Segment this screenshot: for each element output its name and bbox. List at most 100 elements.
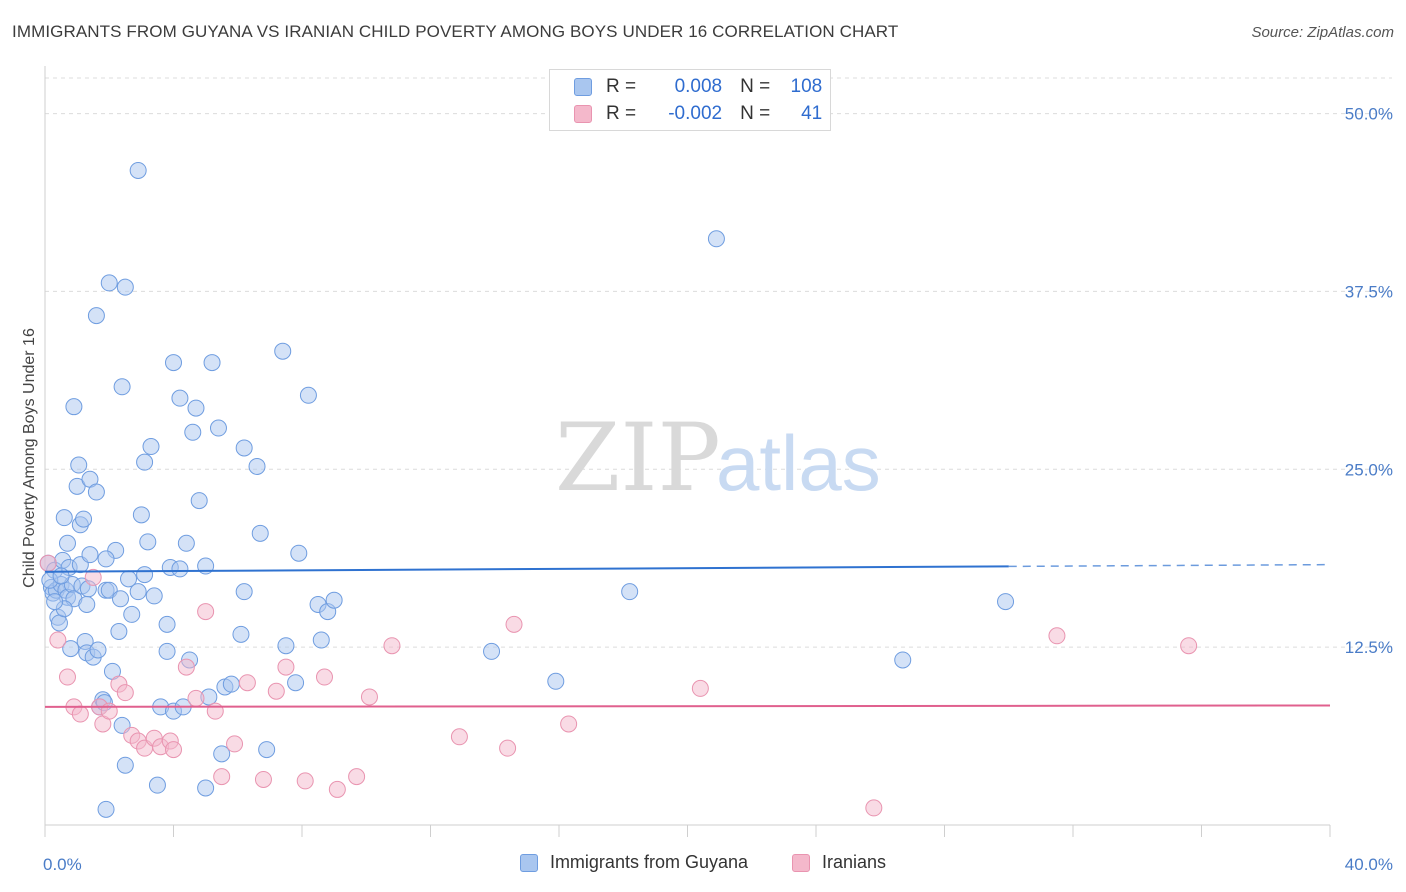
data-point-guyana (184, 423, 202, 441)
data-point-guyana (483, 642, 501, 660)
data-point-iranians (177, 658, 195, 676)
data-point-guyana (132, 506, 150, 524)
legend-swatch-guyana (519, 853, 538, 872)
data-point-iranians (226, 735, 244, 753)
grid-lines (45, 77, 1392, 648)
trend-line-guyana (44, 565, 1009, 573)
trend-line-iranians (44, 704, 1331, 708)
data-point-iranians (238, 674, 256, 692)
legend-swatch-iranians (574, 105, 592, 123)
y-tick-label: 50.0% (1345, 105, 1393, 124)
data-point-iranians (165, 741, 182, 759)
data-point-guyana (129, 583, 147, 601)
data-point-guyana (707, 230, 725, 248)
data-point-guyana (62, 640, 80, 658)
axes (44, 66, 1331, 837)
series-iranians-points (39, 554, 1198, 817)
data-point-iranians (1048, 627, 1066, 645)
data-point-guyana (209, 419, 227, 437)
data-point-guyana (65, 398, 83, 416)
data-point-guyana (621, 583, 639, 601)
data-point-iranians (560, 715, 578, 733)
data-point-guyana (75, 510, 93, 528)
data-point-iranians (1180, 637, 1198, 655)
data-point-guyana (81, 546, 99, 564)
data-point-guyana (312, 631, 330, 649)
data-point-iranians (116, 684, 134, 702)
data-point-iranians (187, 689, 205, 707)
data-point-guyana (78, 595, 96, 613)
legend-r-value: -0.002 (668, 103, 723, 124)
data-point-guyana (171, 560, 189, 578)
data-point-iranians (254, 770, 272, 788)
data-point-guyana (136, 566, 154, 584)
data-point-iranians (315, 668, 333, 686)
data-point-guyana (129, 161, 147, 179)
chart-title: IMMIGRANTS FROM GUYANA VS IRANIAN CHILD … (12, 22, 899, 41)
data-point-guyana (87, 307, 105, 325)
data-point-guyana (97, 800, 115, 818)
data-point-guyana (232, 625, 250, 643)
correlation-legend: R = 0.008 N = 108 R = -0.002 N = 41 (549, 69, 831, 131)
data-point-guyana (87, 483, 105, 501)
data-point-guyana (203, 354, 221, 372)
legend-item-iranians: Iranians (792, 852, 886, 873)
data-point-guyana (70, 456, 88, 474)
data-point-guyana (113, 378, 131, 396)
y-tick-label: 25.0% (1345, 460, 1393, 479)
data-point-guyana (58, 534, 76, 552)
data-point-guyana (213, 745, 231, 763)
data-point-guyana (248, 457, 266, 475)
data-point-guyana (55, 509, 73, 527)
data-point-iranians (71, 705, 89, 723)
data-point-guyana (190, 492, 208, 510)
data-point-iranians (213, 768, 231, 786)
source-label: Source: ZipAtlas.com (1251, 24, 1394, 41)
trend-lines (44, 563, 1331, 708)
data-point-guyana (325, 591, 343, 609)
legend-swatch-iranians (792, 853, 810, 872)
data-point-iranians (505, 615, 523, 633)
series-legend: Immigrants from Guyana Iranians (0, 852, 1406, 873)
data-point-iranians (84, 568, 102, 586)
data-point-guyana (100, 581, 118, 599)
data-point-iranians (277, 658, 295, 676)
data-point-iranians (499, 739, 517, 757)
legend-n-value: 108 (790, 76, 823, 97)
tick-labels: 12.5% 25.0% 37.5% 50.0% 0.0% 40.0% (43, 105, 1393, 874)
watermark: ZIP atlas (555, 404, 881, 513)
data-point-iranians (197, 603, 215, 621)
data-point-iranians (348, 768, 366, 786)
data-point-iranians (49, 631, 67, 649)
data-point-guyana (235, 439, 253, 457)
data-point-guyana (187, 399, 205, 417)
data-point-guyana (165, 354, 182, 372)
y-tick-label: 12.5% (1345, 638, 1393, 657)
data-point-guyana (251, 524, 269, 542)
data-point-guyana (274, 342, 292, 360)
data-point-guyana (136, 453, 154, 471)
data-point-iranians (383, 637, 401, 655)
data-point-guyana (158, 642, 176, 660)
x-tick-label: 40.0% (1345, 855, 1393, 874)
trend-line-guyana-extension (1008, 563, 1331, 568)
y-tick-label: 37.5% (1345, 282, 1393, 301)
legend-r-label: R = (606, 76, 637, 97)
data-point-guyana (148, 776, 166, 794)
legend-row-iranians: R = -0.002 N = 41 (574, 102, 822, 126)
data-point-guyana (142, 438, 160, 456)
data-point-guyana (123, 605, 141, 623)
x-tick-label: 0.0% (43, 855, 82, 874)
data-point-guyana (116, 278, 134, 296)
data-point-guyana (287, 674, 305, 692)
data-point-guyana (52, 567, 70, 585)
data-point-guyana (139, 533, 157, 551)
data-point-iranians (865, 799, 883, 817)
legend-label-guyana: Immigrants from Guyana (549, 852, 748, 872)
data-point-guyana (299, 386, 317, 404)
legend-label-iranians: Iranians (822, 852, 887, 872)
data-point-guyana (997, 593, 1015, 611)
data-point-guyana (120, 570, 138, 588)
data-point-iranians (450, 728, 468, 746)
